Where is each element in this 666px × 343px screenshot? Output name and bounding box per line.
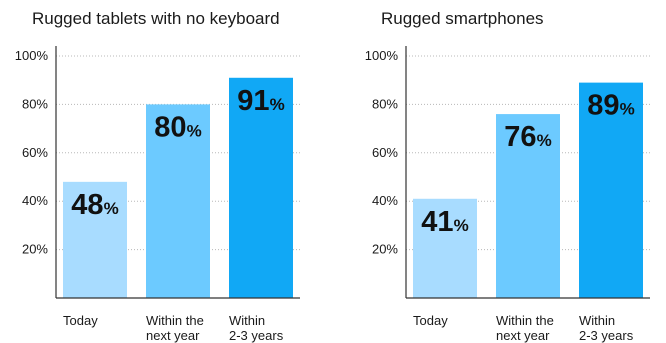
category-label-line: Within xyxy=(229,313,265,328)
category-label-line: Today xyxy=(413,313,448,328)
category-label-line: Within the xyxy=(496,313,554,328)
category-label: Within the next year xyxy=(146,313,204,343)
bar-value-number: 80 xyxy=(154,111,186,143)
y-tick-label: 100% xyxy=(15,48,49,63)
y-tick-label: 80% xyxy=(372,96,398,111)
category-label-line: next year xyxy=(496,328,550,343)
chart-rugged-tablets: Rugged tablets with no keyboard 20% 40% 60%… xyxy=(15,9,300,343)
bar-value-number: 91 xyxy=(237,85,269,117)
y-tick-label: 80% xyxy=(22,96,48,111)
category-label-line: 2-3 years xyxy=(229,328,284,343)
bar-value-label: 41% xyxy=(421,206,468,238)
bar-value-percent-sign: % xyxy=(270,95,285,114)
bar xyxy=(229,77,293,298)
category-label: Within the next year xyxy=(496,313,554,343)
y-tick-label: 40% xyxy=(22,193,48,208)
y-tick-label: 40% xyxy=(372,193,398,208)
y-tick-label: 20% xyxy=(22,242,48,257)
category-label-line: Within the xyxy=(146,313,204,328)
category-label: Within 2-3 years xyxy=(229,313,284,343)
bar-value-label: 48% xyxy=(71,189,118,221)
chart-title-smartphones: Rugged smartphones xyxy=(381,9,544,28)
bar-value-percent-sign: % xyxy=(187,121,202,140)
y-tick-label: 100% xyxy=(365,48,399,63)
bar-value-label: 89% xyxy=(587,90,634,122)
category-label: Within 2-3 years xyxy=(579,313,634,343)
bar-value-label: 80% xyxy=(154,111,201,143)
chart-rugged-smartphones: Rugged smartphones20%40%60%80%100%41%76%… xyxy=(365,9,650,343)
bar xyxy=(63,181,127,298)
bar-value-number: 89 xyxy=(587,90,619,122)
bar-value-label: 91% xyxy=(237,85,284,117)
category-label: Today xyxy=(63,313,98,328)
bar-value-percent-sign: % xyxy=(537,131,552,150)
bar xyxy=(496,114,560,298)
category-label-line: 2-3 years xyxy=(579,328,634,343)
category-label: Today xyxy=(413,313,448,328)
bar-value-label: 76% xyxy=(504,121,551,153)
y-tick-label: 60% xyxy=(22,145,48,160)
bar xyxy=(146,104,210,299)
y-tick-label: 20% xyxy=(372,242,398,257)
bar-value-number: 41 xyxy=(421,206,453,238)
bar-value-percent-sign: % xyxy=(454,216,469,235)
bar-value-number: 48 xyxy=(71,189,103,221)
bar-value-percent-sign: % xyxy=(620,100,635,119)
bar xyxy=(413,198,477,298)
chart-title-tablets: Rugged tablets with no keyboard xyxy=(32,9,280,28)
category-label-line: Within xyxy=(579,313,615,328)
category-label-line: Today xyxy=(63,313,98,328)
bar xyxy=(579,82,643,299)
category-label-line: next year xyxy=(146,328,200,343)
bar-value-percent-sign: % xyxy=(104,199,119,218)
y-tick-label: 60% xyxy=(372,145,398,160)
bar-value-number: 76 xyxy=(504,121,536,153)
